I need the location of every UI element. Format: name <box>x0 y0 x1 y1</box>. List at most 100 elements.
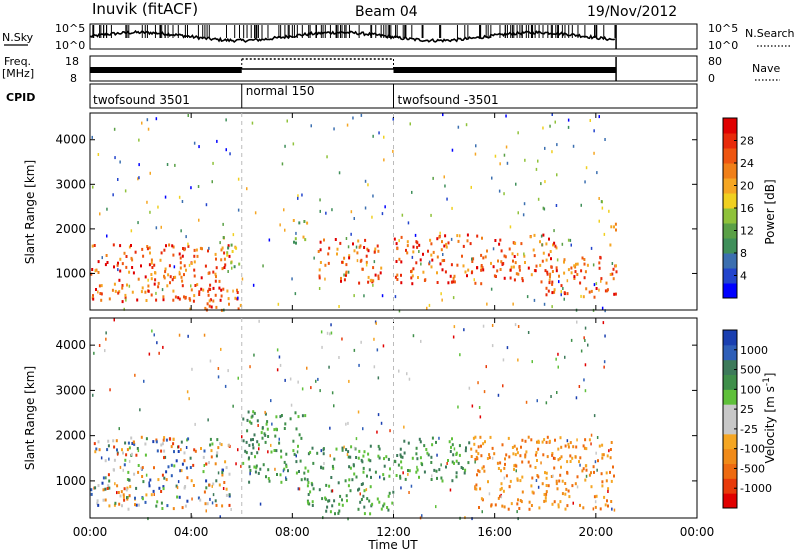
echo-cell <box>193 254 196 258</box>
echo-cell <box>222 236 225 239</box>
echo-cell <box>310 124 312 128</box>
echo-cell <box>204 502 207 506</box>
echo-cell <box>209 359 212 363</box>
echo-cell <box>383 158 385 162</box>
echo-cell <box>126 486 129 490</box>
echo-cell <box>585 287 588 291</box>
echo-cell <box>367 275 370 279</box>
echo-cell <box>453 325 456 329</box>
echo-cell <box>176 486 179 490</box>
echo-cell <box>423 470 426 474</box>
echo-cell <box>557 458 560 462</box>
echo-cell <box>318 488 321 492</box>
echo-cell <box>285 476 287 480</box>
echo-cell <box>592 507 595 511</box>
echo-cell <box>231 250 234 253</box>
echo-cell <box>615 270 618 274</box>
echo-cell <box>598 261 601 265</box>
echo-cell <box>566 460 569 464</box>
echo-cell <box>580 294 582 298</box>
echo-cell <box>545 440 548 444</box>
echo-cell <box>356 259 359 263</box>
echo-cell <box>276 473 278 476</box>
echo-cell <box>391 501 394 505</box>
echo-cell <box>584 438 587 442</box>
echo-cell <box>270 450 273 454</box>
cpid-mode-label: normal 150 <box>246 84 315 98</box>
echo-cell <box>492 247 495 251</box>
echo-cell <box>134 503 136 507</box>
echo-cell <box>609 243 612 247</box>
echo-cell <box>183 273 185 277</box>
echo-cell <box>208 483 211 487</box>
echo-cell <box>552 474 554 478</box>
echo-cell <box>325 483 328 487</box>
echo-cell <box>523 254 526 258</box>
echo-cell <box>104 349 106 353</box>
echo-cell <box>510 265 513 269</box>
echo-cell <box>554 438 556 442</box>
echo-cell <box>271 422 273 426</box>
echo-cell <box>503 254 506 258</box>
echo-cell <box>144 500 147 504</box>
echo-cell <box>551 502 554 506</box>
echo-cell <box>217 367 220 370</box>
echo-cell <box>207 271 210 275</box>
echo-cell <box>209 288 212 291</box>
echo-cell <box>277 302 280 306</box>
echo-cell <box>168 437 171 441</box>
echo-cell <box>298 221 301 225</box>
echo-cell <box>183 459 186 463</box>
echo-cell <box>372 134 374 138</box>
echo-cell <box>188 397 190 401</box>
echo-cell <box>106 448 109 452</box>
echo-cell <box>441 259 444 263</box>
echo-cell <box>398 369 400 373</box>
echo-cell <box>385 455 388 459</box>
echo-cell <box>436 476 438 480</box>
echo-cell <box>403 439 406 443</box>
echo-cell <box>480 282 483 286</box>
echo-cell <box>316 451 319 455</box>
echo-cell <box>509 479 512 483</box>
echo-cell <box>583 336 585 340</box>
echo-cell <box>276 348 279 352</box>
echo-cell <box>132 271 135 275</box>
echo-cell <box>499 488 502 492</box>
echo-cell <box>452 453 455 457</box>
echo-cell <box>113 503 116 507</box>
echo-cell <box>551 282 554 286</box>
echo-cell <box>597 459 599 463</box>
echo-cell <box>382 504 385 508</box>
echo-cell <box>101 481 104 485</box>
nave-tick-bottom: 0 <box>708 72 715 85</box>
echo-cell <box>547 484 550 488</box>
echo-cell <box>214 462 217 466</box>
echo-cell <box>162 438 165 442</box>
echo-cell <box>535 451 538 454</box>
echo-cell <box>343 273 345 277</box>
echo-cell <box>444 234 447 238</box>
echo-cell <box>585 468 588 472</box>
echo-cell <box>162 295 165 299</box>
echo-cell <box>192 299 195 303</box>
echo-cell <box>341 448 344 452</box>
echo-cell <box>212 161 214 165</box>
echo-cell <box>141 497 144 501</box>
echo-cell <box>331 208 333 212</box>
echo-cell <box>381 294 384 298</box>
echo-cell <box>125 298 127 302</box>
echo-cell <box>504 457 506 461</box>
echo-cell <box>242 461 245 465</box>
echo-cell <box>400 281 403 285</box>
echo-cell <box>137 464 140 467</box>
echo-cell <box>171 244 174 248</box>
echo-cell <box>108 504 111 508</box>
echo-cell <box>523 202 526 206</box>
echo-cell <box>251 443 254 447</box>
echo-cell <box>411 190 413 194</box>
echo-cell <box>303 220 306 223</box>
echo-cell <box>541 259 544 263</box>
echo-cell <box>135 486 138 490</box>
